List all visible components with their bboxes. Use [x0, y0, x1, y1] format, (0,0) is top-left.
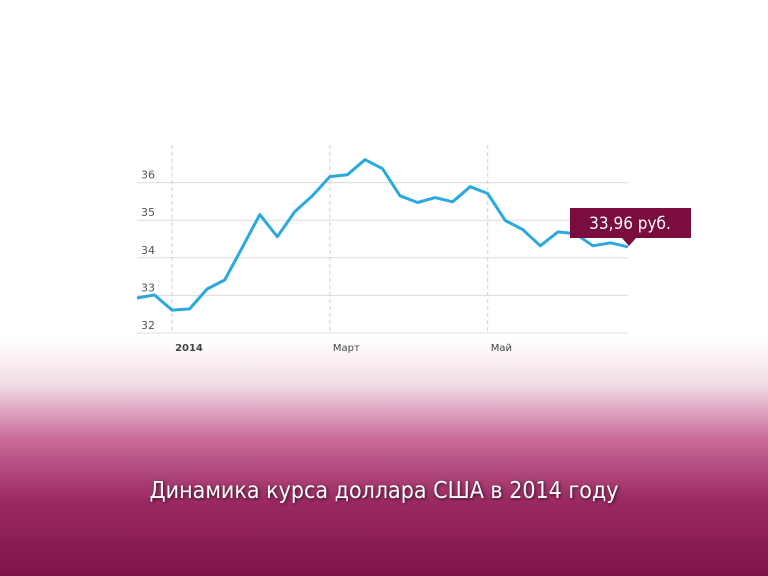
y-tick-label: 36	[141, 169, 155, 182]
y-tick-label: 34	[141, 244, 155, 257]
annotation: 33,96 руб.	[570, 208, 691, 246]
caption: Динамика курса доллара США в 2014 году	[149, 478, 619, 504]
y-tick-label: 35	[141, 206, 155, 219]
y-tick-label: 33	[141, 281, 155, 294]
annotation-text: 33,96 руб.	[589, 214, 671, 234]
plot-area	[137, 145, 628, 333]
annotation-box	[570, 208, 691, 246]
line	[136, 158, 629, 312]
y-tick-label: 32	[141, 319, 155, 332]
x-tick-label: Май	[491, 343, 512, 354]
x-tick-label: 2014	[175, 343, 203, 354]
x-tick-label: Март	[333, 343, 360, 354]
